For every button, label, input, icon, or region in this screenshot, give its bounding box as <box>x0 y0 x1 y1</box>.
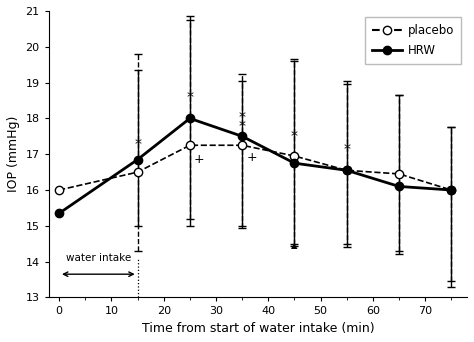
Text: *: * <box>134 136 141 150</box>
HRW <box>396 184 402 188</box>
HRW <box>448 188 454 192</box>
placebo <box>396 172 402 176</box>
Text: water intake: water intake <box>66 253 131 263</box>
HRW <box>135 158 140 162</box>
Text: *: * <box>239 110 246 124</box>
Text: ▲: ▲ <box>291 241 298 250</box>
placebo <box>448 188 454 192</box>
HRW <box>187 116 193 120</box>
Text: +: + <box>194 153 205 166</box>
Text: +: + <box>246 151 257 164</box>
placebo <box>292 154 297 158</box>
Line: HRW: HRW <box>55 114 456 218</box>
placebo <box>135 170 140 174</box>
HRW <box>56 211 62 215</box>
HRW <box>292 161 297 165</box>
Legend: placebo, HRW: placebo, HRW <box>365 17 461 64</box>
HRW <box>239 134 245 139</box>
Y-axis label: IOP (mmHg): IOP (mmHg) <box>7 116 20 193</box>
placebo <box>239 143 245 147</box>
Text: *: * <box>239 119 246 133</box>
Text: *: * <box>343 142 350 156</box>
Text: *: * <box>291 130 298 143</box>
HRW <box>344 168 350 172</box>
Line: placebo: placebo <box>55 141 456 194</box>
placebo <box>344 168 350 172</box>
X-axis label: Time from start of water intake (min): Time from start of water intake (min) <box>142 322 374 335</box>
placebo <box>187 143 193 147</box>
Text: *: * <box>186 90 193 104</box>
placebo <box>56 188 62 192</box>
Text: –: – <box>344 239 350 249</box>
